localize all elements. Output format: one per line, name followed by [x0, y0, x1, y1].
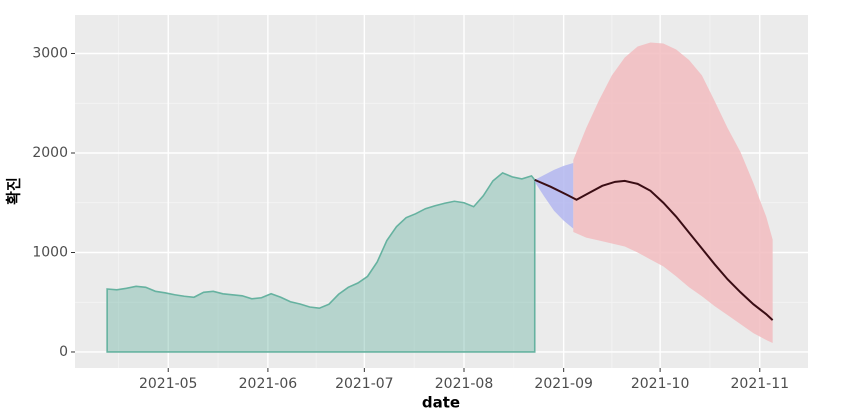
y-tick-label: 3000: [32, 46, 68, 62]
x-tick-label: 2021-05: [139, 376, 198, 392]
y-tick-label: 2000: [32, 145, 68, 161]
x-tick-label: 2021-08: [435, 376, 494, 392]
confidence-band: [534, 162, 574, 229]
x-axis-title: date: [422, 394, 460, 412]
x-tick-label: 2021-09: [534, 376, 593, 392]
y-axis-title: 확진: [5, 177, 23, 205]
x-tick-label: 2021-11: [731, 376, 790, 392]
x-tick-label: 2021-07: [335, 376, 394, 392]
forecast-line: [534, 178, 774, 321]
x-tick-label: 2021-06: [239, 376, 298, 392]
y-tick-label: 1000: [32, 244, 68, 260]
confidence-band: [573, 42, 773, 344]
y-tick-label: 0: [59, 344, 68, 360]
x-tick-label: 2021-10: [631, 376, 690, 392]
area: [106, 171, 536, 353]
